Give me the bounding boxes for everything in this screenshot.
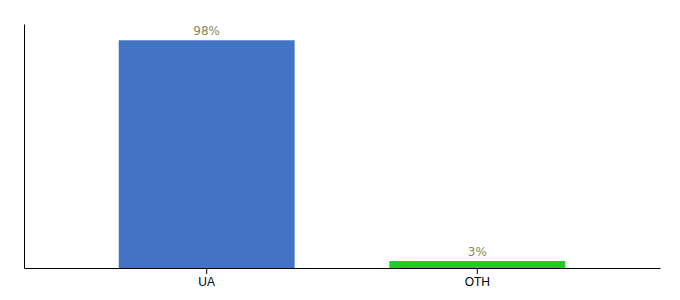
x-tick-label: OTH — [465, 275, 490, 289]
x-tick: UA — [198, 268, 215, 289]
data-label: 98% — [193, 24, 220, 38]
data-labels: 98% 3% — [193, 24, 486, 259]
x-tick-mark — [477, 268, 478, 274]
x-tick: OTH — [465, 268, 490, 289]
data-label: 3% — [468, 245, 487, 259]
y-axis — [24, 25, 25, 269]
bar — [389, 261, 565, 268]
chart: UA OTH 98% 3% — [0, 0, 680, 300]
x-axis: UA OTH — [25, 268, 661, 289]
plot: UA OTH 98% 3% — [25, 24, 661, 288]
y-axis-line — [24, 25, 25, 269]
x-tick-label: UA — [198, 275, 215, 289]
x-tick-mark — [206, 268, 207, 274]
x-axis-line — [25, 268, 661, 269]
bars — [119, 40, 566, 268]
bar — [119, 40, 295, 268]
